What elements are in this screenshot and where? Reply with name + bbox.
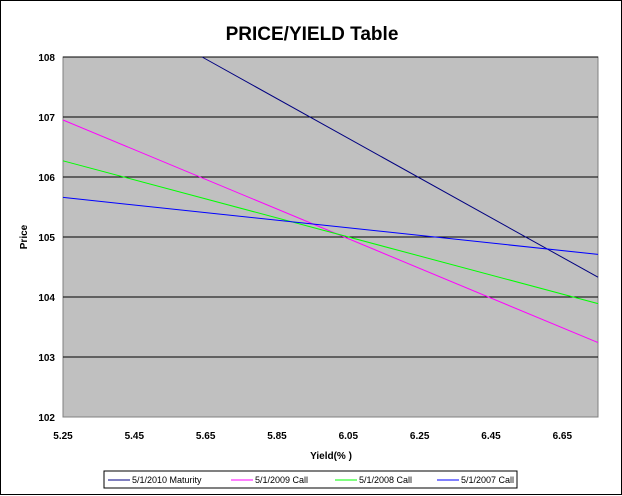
y-tick-label: 107 bbox=[38, 113, 55, 124]
y-tick-label: 106 bbox=[38, 173, 55, 184]
series-line-3 bbox=[62, 160, 599, 305]
legend-label: 5/1/2010 Maturity bbox=[132, 475, 202, 485]
x-axis-title: Yield(% ) bbox=[310, 451, 352, 462]
legend-items: 5/1/2010 Maturity 5/1/2009 Call 5/1/2008 C… bbox=[108, 475, 514, 485]
legend-box bbox=[103, 470, 518, 489]
y-tick-label: 104 bbox=[38, 293, 55, 304]
grid-layer bbox=[63, 56, 598, 358]
y-axis-title: Price bbox=[19, 224, 30, 249]
x-tick-labels: 5.25 5.45 5.65 5.85 6.05 6.25 6.45 6.65 bbox=[53, 431, 572, 442]
y-tick-label: 103 bbox=[38, 353, 55, 364]
chart-title: PRICE/YIELD Table bbox=[226, 24, 399, 45]
x-tick-label: 5.85 bbox=[267, 431, 287, 442]
x-tick-label: 5.45 bbox=[125, 431, 145, 442]
x-tick-label: 6.05 bbox=[339, 431, 359, 442]
legend-label: 5/1/2007 Call bbox=[461, 475, 514, 485]
legend-label: 5/1/2009 Call bbox=[255, 475, 308, 485]
series-line-4 bbox=[62, 196, 599, 255]
series-layer bbox=[62, 56, 599, 344]
x-tick-label: 6.65 bbox=[553, 431, 573, 442]
y-tick-label: 105 bbox=[38, 233, 55, 244]
x-tick-label: 5.65 bbox=[196, 431, 216, 442]
x-tick-label: 5.25 bbox=[53, 431, 73, 442]
x-tick-label: 6.25 bbox=[410, 431, 430, 442]
x-tick-label: 6.45 bbox=[481, 431, 501, 442]
legend-label: 5/1/2008 Call bbox=[359, 475, 412, 485]
y-tick-label: 108 bbox=[38, 53, 55, 64]
y-tick-labels: 102 103 104 105 106 107 108 bbox=[38, 53, 55, 424]
series-line-2 bbox=[62, 119, 599, 344]
y-tick-label: 102 bbox=[38, 413, 55, 424]
legend: 5/1/2010 Maturity 5/1/2009 Call 5/1/2008 C… bbox=[103, 470, 518, 489]
series-line-1 bbox=[201, 56, 599, 278]
